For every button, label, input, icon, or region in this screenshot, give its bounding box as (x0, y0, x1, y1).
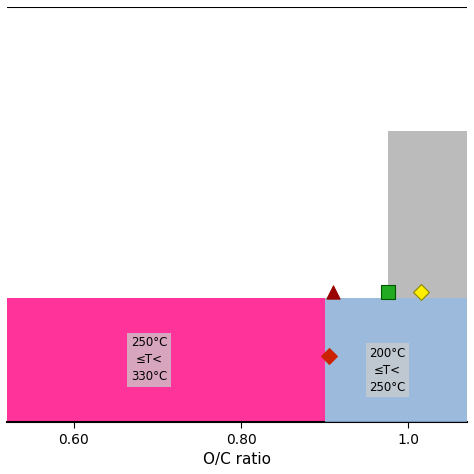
Point (325, 352, 333, 359)
Text: 200°C
≤T<
250°C: 200°C ≤T< 250°C (369, 346, 406, 394)
X-axis label: O/C ratio: O/C ratio (203, 452, 271, 467)
Bar (325, 298, 467, 422)
Point (417, 289, 425, 296)
Bar (7, 298, 325, 422)
Text: 250°C
≤T<
330°C: 250°C ≤T< 330°C (131, 337, 167, 383)
Point (329, 289, 337, 296)
Bar (388, 131, 467, 298)
Point (384, 289, 392, 296)
